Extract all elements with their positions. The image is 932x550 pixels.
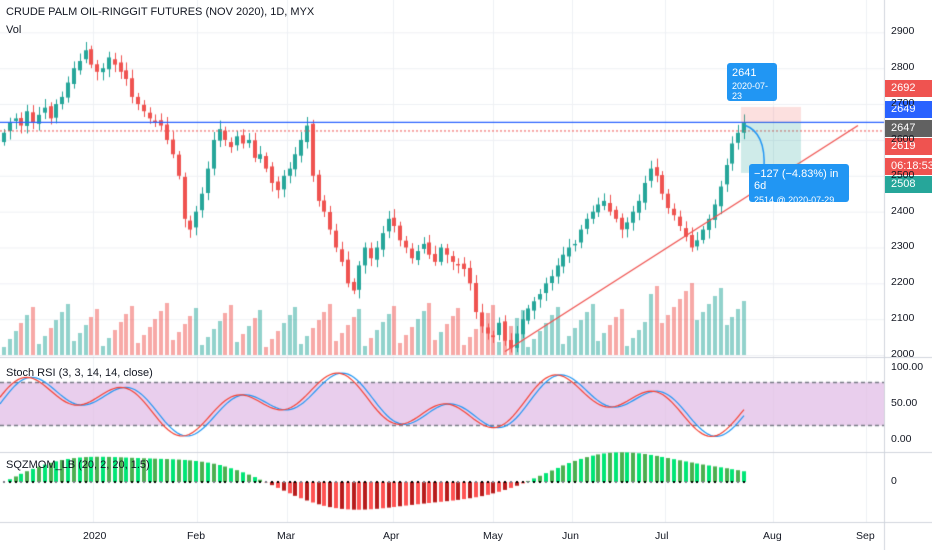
price-tag-high: 2692: [885, 80, 932, 97]
time-axis-tick: Mar: [277, 530, 296, 542]
price-axis-tick: 2300: [891, 240, 915, 253]
tooltip-entry: 2641 2020-07-23: [727, 63, 777, 101]
stoch-axis-tick: 50.00: [891, 397, 918, 409]
price-tag-last: 2647: [885, 120, 932, 137]
time-axis-tick: Aug: [763, 530, 782, 542]
sqzmom-label: SQZMOM_LB (20, 2, 20, 1.5): [6, 459, 150, 471]
price-axis-tick: 2700: [891, 97, 915, 110]
time-axis-tick: 2020: [83, 530, 107, 542]
volume-label: Vol: [6, 24, 22, 36]
stoch-axis-tick: 100.00: [891, 361, 924, 373]
sqz-axis-tick: 0: [891, 475, 897, 487]
chart-title: CRUDE PALM OIL-RINGGIT FUTURES (NOV 2020…: [6, 6, 315, 18]
tooltip-entry-price: 2641: [732, 67, 757, 79]
tooltip-projection: −127 (−4.83%) in 6d 2514 @ 2020-07-29: [749, 164, 849, 205]
price-axis-tick: 2800: [891, 61, 915, 74]
price-tag-target: 2508: [885, 176, 932, 193]
price-tag-level: 2649: [885, 101, 932, 118]
price-tag-low: 2619: [885, 138, 932, 155]
price-axis-tick: 2000: [891, 348, 915, 361]
time-axis-tick: Feb: [187, 530, 206, 542]
time-axis-tick: Jul: [655, 530, 669, 542]
price-axis-tick: 2500: [891, 168, 915, 181]
tooltip-projection-target: 2514 @ 2020-07-29: [754, 195, 835, 205]
stoch-rsi-label: Stoch RSI (3, 3, 14, 14, close): [6, 367, 153, 379]
time-axis-tick: Apr: [383, 530, 400, 542]
time-axis-tick: May: [483, 530, 503, 542]
time-axis-tick: Jun: [562, 530, 579, 542]
tooltip-entry-date: 2020-07-23: [732, 81, 769, 101]
tooltip-projection-change: −127 (−4.83%) in 6d: [754, 168, 839, 192]
price-axis-tick: 2100: [891, 312, 915, 325]
price-axis-tick: 2600: [891, 132, 915, 145]
price-axis-tick: 2900: [891, 25, 915, 38]
time-axis-tick: Sep: [856, 530, 875, 542]
price-axis-tick: 2400: [891, 204, 915, 217]
countdown-tag: 06:18:53: [885, 158, 932, 175]
price-axis-tick: 2200: [891, 276, 915, 289]
stoch-axis-tick: 0.00: [891, 433, 912, 445]
